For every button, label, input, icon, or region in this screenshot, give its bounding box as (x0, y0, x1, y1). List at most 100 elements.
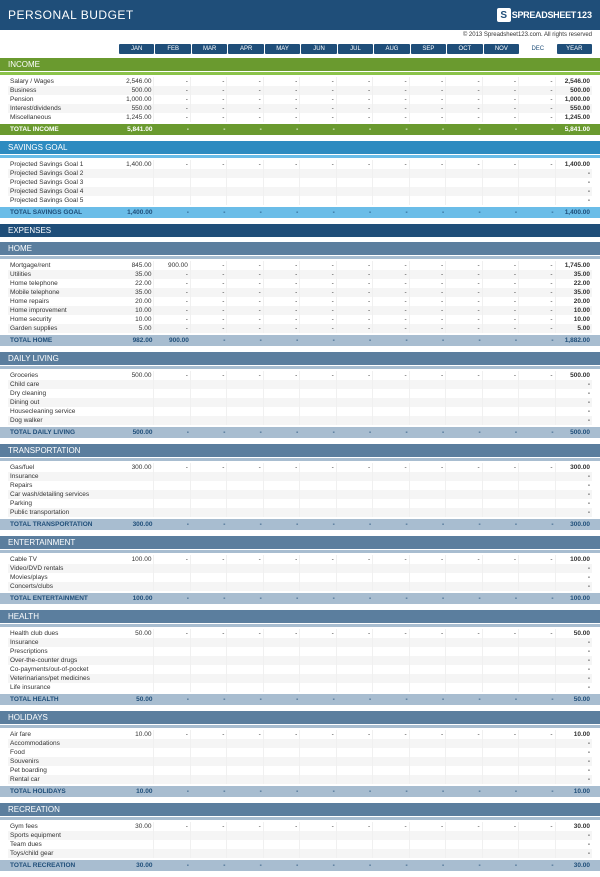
row-value[interactable]: - (410, 270, 446, 279)
row-value[interactable] (154, 656, 190, 665)
row-value[interactable] (410, 573, 446, 582)
row-value[interactable] (337, 849, 373, 858)
row-value[interactable]: - (300, 113, 336, 122)
row-value[interactable]: - (191, 463, 227, 472)
row-value[interactable] (410, 389, 446, 398)
row-value[interactable]: - (556, 472, 592, 481)
row-value[interactable]: - (519, 86, 555, 95)
row-value[interactable]: - (519, 324, 555, 333)
row-value[interactable] (191, 416, 227, 425)
row-value[interactable] (410, 380, 446, 389)
row-value[interactable]: - (410, 113, 446, 122)
row-value[interactable]: - (264, 324, 300, 333)
row-value[interactable] (264, 638, 300, 647)
row-value[interactable]: - (154, 160, 190, 169)
row-value[interactable]: 35.00 (556, 288, 592, 297)
row-value[interactable] (191, 739, 227, 748)
row-value[interactable]: - (519, 77, 555, 86)
row-value[interactable] (227, 187, 263, 196)
row-value[interactable]: - (410, 324, 446, 333)
row-value[interactable]: - (264, 77, 300, 86)
row-value[interactable]: 1,745.00 (556, 261, 592, 270)
row-value[interactable] (410, 472, 446, 481)
row-value[interactable] (410, 766, 446, 775)
row-value[interactable]: 30.00 (118, 822, 154, 831)
row-value[interactable] (227, 196, 263, 205)
row-value[interactable] (300, 840, 336, 849)
row-value[interactable]: - (410, 279, 446, 288)
row-value[interactable] (337, 499, 373, 508)
row-value[interactable]: - (483, 95, 519, 104)
row-value[interactable] (373, 573, 409, 582)
row-value[interactable] (446, 739, 482, 748)
row-value[interactable]: - (483, 629, 519, 638)
row-value[interactable]: - (191, 86, 227, 95)
row-value[interactable] (519, 416, 555, 425)
row-value[interactable] (264, 380, 300, 389)
row-value[interactable] (373, 647, 409, 656)
row-value[interactable] (483, 196, 519, 205)
row-value[interactable]: - (446, 95, 482, 104)
row-value[interactable]: - (556, 481, 592, 490)
row-value[interactable]: - (191, 270, 227, 279)
row-value[interactable] (191, 573, 227, 582)
row-value[interactable] (446, 178, 482, 187)
row-value[interactable]: - (373, 297, 409, 306)
row-value[interactable]: - (519, 730, 555, 739)
row-value[interactable] (410, 647, 446, 656)
row-value[interactable]: - (264, 279, 300, 288)
row-value[interactable] (483, 187, 519, 196)
row-value[interactable] (446, 674, 482, 683)
row-value[interactable]: - (556, 573, 592, 582)
row-value[interactable]: - (519, 306, 555, 315)
row-value[interactable] (483, 398, 519, 407)
row-value[interactable] (300, 647, 336, 656)
row-value[interactable]: - (519, 555, 555, 564)
row-value[interactable] (446, 196, 482, 205)
row-value[interactable] (264, 739, 300, 748)
row-value[interactable] (227, 508, 263, 517)
row-value[interactable] (264, 389, 300, 398)
row-value[interactable] (337, 683, 373, 692)
row-value[interactable] (118, 831, 154, 840)
row-value[interactable] (483, 831, 519, 840)
row-value[interactable] (154, 739, 190, 748)
row-value[interactable] (483, 748, 519, 757)
row-value[interactable] (300, 380, 336, 389)
row-value[interactable]: - (410, 288, 446, 297)
row-value[interactable]: - (519, 113, 555, 122)
row-value[interactable] (373, 757, 409, 766)
row-value[interactable]: - (227, 297, 263, 306)
row-value[interactable] (446, 665, 482, 674)
row-value[interactable] (118, 499, 154, 508)
row-value[interactable]: - (227, 315, 263, 324)
row-value[interactable] (227, 499, 263, 508)
row-value[interactable] (337, 582, 373, 591)
row-value[interactable] (227, 757, 263, 766)
row-value[interactable] (373, 472, 409, 481)
row-value[interactable]: - (300, 261, 336, 270)
row-value[interactable] (191, 665, 227, 674)
row-value[interactable] (373, 196, 409, 205)
row-value[interactable] (300, 582, 336, 591)
row-value[interactable] (227, 490, 263, 499)
row-value[interactable] (118, 416, 154, 425)
row-value[interactable] (483, 389, 519, 398)
row-value[interactable]: - (519, 315, 555, 324)
row-value[interactable] (118, 407, 154, 416)
row-value[interactable] (483, 472, 519, 481)
row-value[interactable]: 100.00 (118, 555, 154, 564)
row-value[interactable] (410, 674, 446, 683)
row-value[interactable] (519, 564, 555, 573)
row-value[interactable]: 1,400.00 (118, 160, 154, 169)
row-value[interactable]: - (373, 629, 409, 638)
row-value[interactable] (373, 389, 409, 398)
row-value[interactable] (337, 757, 373, 766)
row-value[interactable]: - (410, 261, 446, 270)
row-value[interactable] (191, 766, 227, 775)
row-value[interactable]: 300.00 (118, 463, 154, 472)
row-value[interactable]: 1,245.00 (118, 113, 154, 122)
row-value[interactable]: - (300, 463, 336, 472)
row-value[interactable] (191, 398, 227, 407)
row-value[interactable]: - (556, 398, 592, 407)
